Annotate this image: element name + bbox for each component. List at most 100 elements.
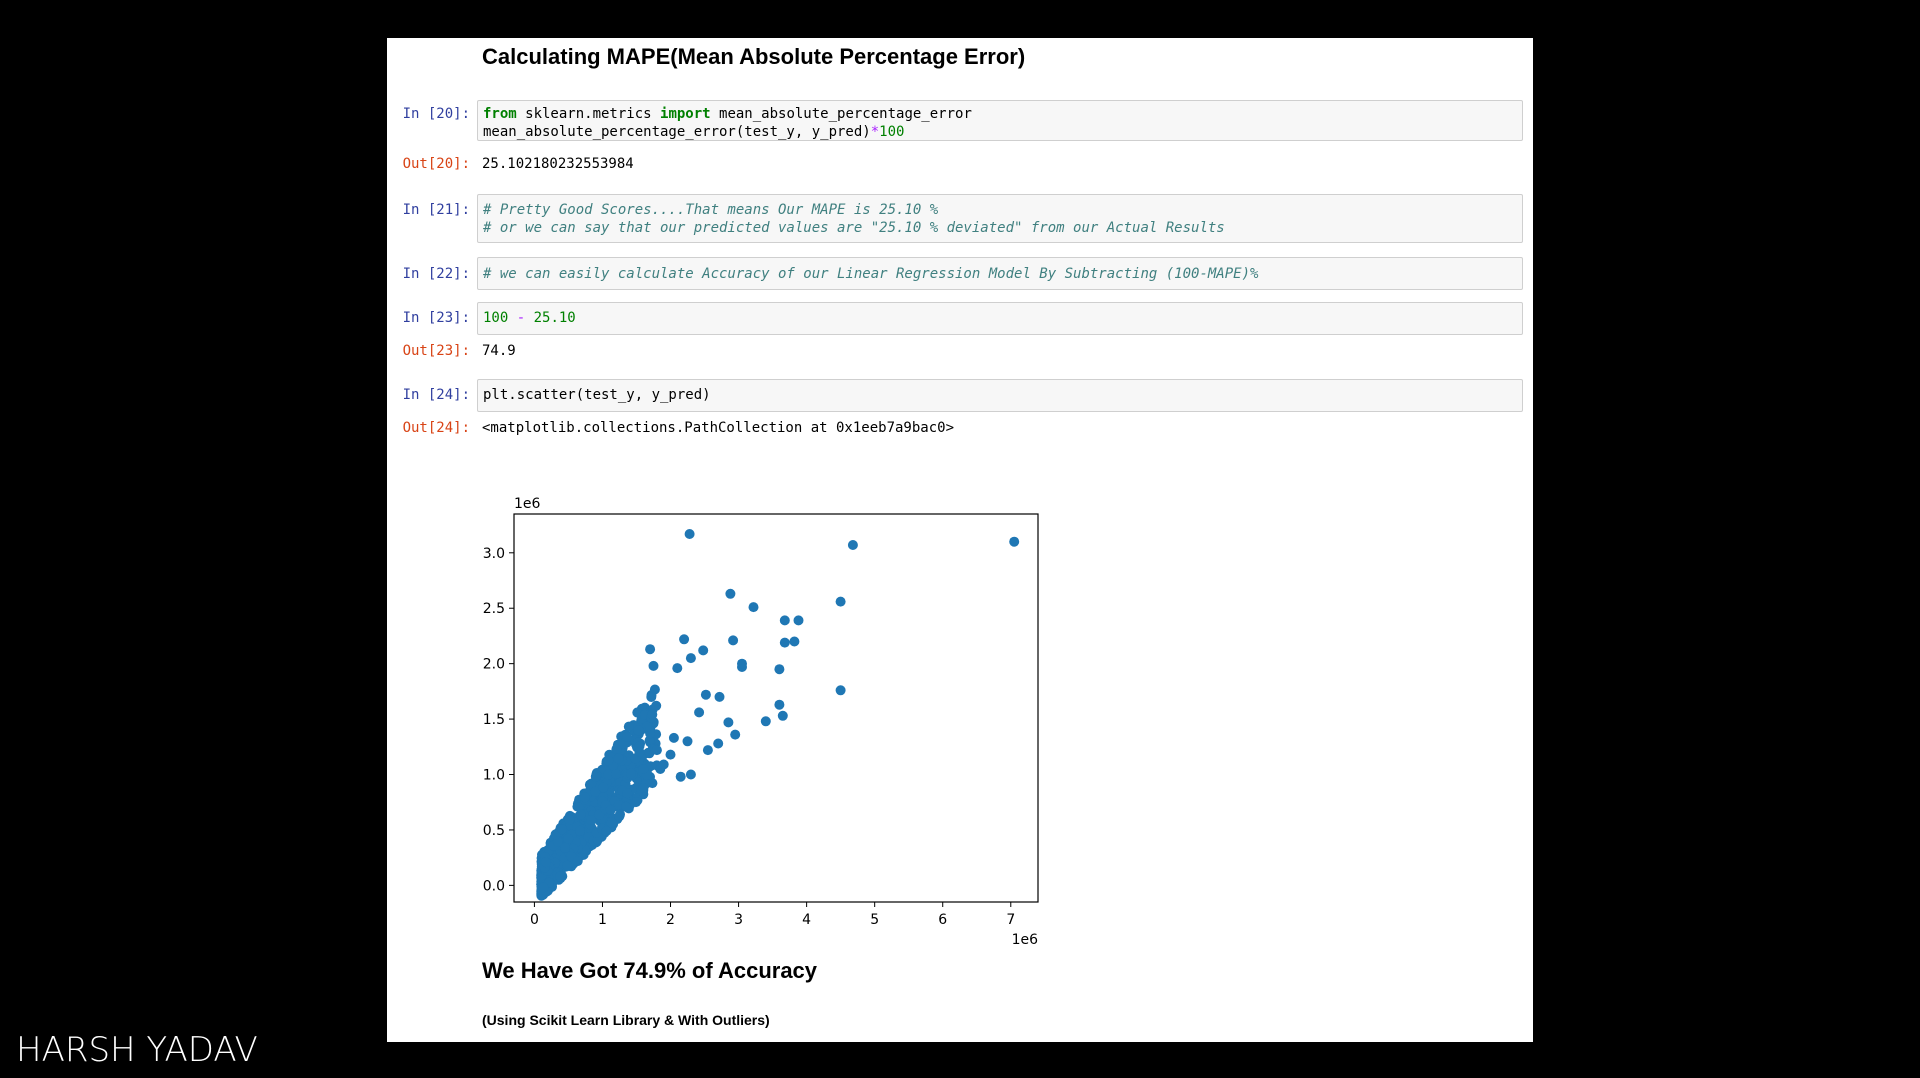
code-cell-24[interactable]: plt.scatter(test_y, y_pred)	[477, 379, 1523, 412]
code-cell-21[interactable]: # Pretty Good Scores....That means Our M…	[477, 194, 1523, 243]
scatter-point	[737, 658, 747, 669]
scatter-point	[579, 792, 590, 803]
scatter-point	[713, 738, 724, 749]
code-call: mean_absolute_percentage_error(test_y, y…	[483, 124, 871, 140]
y-tick-label: 1.0	[483, 768, 505, 784]
out-prompt-24: Out[24]:	[402, 420, 470, 436]
scatter-point	[575, 825, 585, 836]
scatter-point	[611, 744, 622, 755]
x-offset-label: 1e6	[1012, 932, 1039, 948]
scatter-point	[538, 882, 549, 893]
scatter-point	[730, 729, 741, 740]
scatter-point	[625, 768, 636, 779]
keyword-import: import	[660, 106, 711, 122]
code-cell-23[interactable]: 100 - 25.10	[477, 302, 1523, 335]
x-tick-label: 0	[530, 912, 539, 928]
y-tick-label: 1.5	[483, 712, 505, 728]
in-prompt-24: In [24]:	[402, 387, 470, 403]
scatter-point	[638, 764, 649, 774]
scatter-point	[668, 732, 679, 743]
author-watermark: HARSH YADAV	[16, 1030, 258, 1070]
code-cell-20[interactable]: from sklearn.metrics import mean_absolut…	[477, 100, 1523, 141]
scatter-point	[779, 637, 790, 648]
scatter-point	[702, 745, 713, 756]
code-operator: -	[508, 310, 534, 326]
function-name: mean_absolute_percentage_error	[710, 106, 972, 122]
output-23: 74.9	[482, 343, 516, 359]
output-24: <matplotlib.collections.PathCollection a…	[482, 420, 955, 436]
comment-line-1: # Pretty Good Scores....That means Our M…	[483, 202, 939, 218]
scatter-point	[748, 602, 759, 613]
scatter-point	[634, 747, 645, 757]
scatter-point	[564, 814, 575, 825]
scatter-point	[723, 717, 734, 728]
scatter-point	[725, 588, 736, 599]
scatter-point	[633, 725, 644, 736]
scatter-point	[586, 815, 597, 825]
scatter-point	[835, 685, 846, 696]
scatter-point	[555, 871, 566, 882]
out-prompt-20: Out[20]:	[402, 156, 470, 172]
comment-line-2: # or we can say that our predicted value…	[483, 220, 1225, 236]
scatter-point	[623, 721, 634, 732]
scatter-point	[682, 736, 693, 747]
scatter-point	[562, 860, 573, 871]
scatter-point	[613, 753, 624, 764]
scatter-plot: 0 1 2 3 4 5 6 7 0.0 0.5 1.0 1.5 2.0 2.5 3.0 1e6 1e6	[483, 496, 1039, 948]
code-number-2: 25.10	[533, 310, 576, 326]
scatter-point	[700, 689, 711, 700]
scatter-point	[847, 540, 858, 550]
scatter-point	[779, 615, 790, 626]
notebook-page: Calculating MAPE(Mean Absolute Percentag…	[387, 38, 1533, 1042]
result-note: (Using Scikit Learn Library & With Outli…	[482, 1012, 770, 1028]
scatter-point	[698, 645, 709, 656]
y-tick-label: 2.0	[483, 657, 505, 673]
scatter-point	[672, 663, 683, 674]
x-tick-label: 7	[1006, 912, 1015, 928]
out-prompt-23: Out[23]:	[402, 343, 470, 359]
code-operator: *	[870, 124, 880, 140]
scatter-point	[694, 707, 705, 718]
x-tick-label: 6	[938, 912, 947, 928]
scatter-point	[601, 826, 612, 836]
scatter-point	[658, 759, 669, 770]
keyword-from: from	[483, 106, 517, 122]
scatter-points	[536, 529, 1020, 901]
scatter-point	[793, 615, 804, 626]
scatter-point	[605, 804, 616, 815]
scatter-point	[647, 709, 658, 720]
scatter-point	[646, 692, 657, 702]
in-prompt-21: In [21]:	[402, 202, 470, 218]
y-tick-label: 2.5	[483, 601, 505, 617]
scatter-point	[560, 842, 570, 853]
scatter-point	[603, 769, 614, 780]
scatter-point	[606, 817, 617, 828]
code-number-1: 100	[483, 310, 509, 326]
y-tick-label: 0.0	[483, 878, 505, 894]
scatter-point	[679, 634, 690, 645]
code-line: plt.scatter(test_y, y_pred)	[483, 387, 711, 403]
scatter-point	[1009, 536, 1020, 547]
x-tick-label: 4	[802, 912, 811, 928]
scatter-point	[645, 644, 656, 655]
y-axis: 0.0 0.5 1.0 1.5 2.0 2.5 3.0	[483, 546, 514, 894]
scatter-point	[563, 833, 574, 844]
scatter-point	[777, 710, 788, 721]
scatter-point	[684, 529, 695, 539]
scatter-point	[598, 782, 609, 793]
scatter-point	[835, 596, 846, 607]
scatter-point	[552, 836, 563, 847]
comment-line: # we can easily calculate Accuracy of ou…	[483, 266, 1259, 282]
in-prompt-23: In [23]:	[402, 310, 470, 326]
module-name: sklearn.metrics	[516, 106, 661, 122]
plot-frame	[513, 513, 1039, 903]
scatter-point	[603, 755, 614, 766]
y-offset-label: 1e6	[514, 496, 541, 512]
scatter-point	[590, 786, 601, 797]
scatter-point	[638, 783, 649, 793]
code-cell-22[interactable]: # we can easily calculate Accuracy of ou…	[477, 257, 1523, 290]
scatter-point	[648, 660, 659, 671]
y-tick-label: 3.0	[483, 546, 505, 562]
scatter-point	[665, 749, 676, 760]
x-tick-label: 5	[870, 912, 879, 928]
